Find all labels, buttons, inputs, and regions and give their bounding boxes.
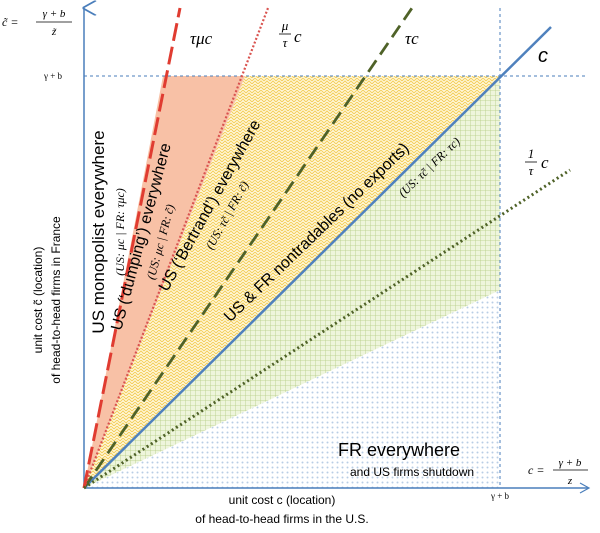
region-label-fr-everywhere: FR everywhere <box>338 440 460 460</box>
svg-text:of head-to-head firms in Franc: of head-to-head firms in France <box>49 216 63 384</box>
region-label-fr-everywhere-sub: and US firms shutdown <box>350 465 474 479</box>
x-limit-equation: c = γ + b z <box>528 457 588 487</box>
label-mu-over-tau-c: μ τ c <box>279 18 302 50</box>
svg-text:c: c <box>294 27 302 46</box>
line-tau-mu-c <box>82 7 182 489</box>
svg-text:c =: c = <box>528 463 544 477</box>
svg-text:c: c <box>541 153 549 172</box>
label-tau-c: τc <box>405 29 419 48</box>
region-us-dumping <box>84 76 245 488</box>
x-axis-label-line2: of head-to-head firms in the U.S. <box>195 512 368 526</box>
svg-text:γ + b: γ + b <box>43 8 66 20</box>
svg-text:γ + b: γ + b <box>559 457 582 469</box>
x-axis-arrowhead <box>579 482 591 494</box>
svg-text:τ: τ <box>283 35 289 50</box>
label-one-over-tau-c: 1 τ c <box>525 146 549 178</box>
line-one-over-tau-c <box>83 168 571 490</box>
x-tick-label: γ + b <box>490 491 510 501</box>
svg-text:μ: μ <box>281 18 289 33</box>
svg-text:1: 1 <box>528 146 535 161</box>
line-tau-c <box>82 7 414 489</box>
line-mu-over-tau-c <box>82 7 270 489</box>
svg-text:unit cost c̃ (location): unit cost c̃ (location) <box>31 247 45 354</box>
x-axis-label-line1: unit cost c (location) <box>229 493 336 507</box>
label-c: c <box>538 45 548 67</box>
svg-text:(US: μc | FR: τμc): (US: μc | FR: τμc) <box>113 188 127 276</box>
svg-text:z: z <box>567 475 573 487</box>
y-axis-label: unit cost c̃ (location) of head-to-head … <box>31 216 63 384</box>
svg-text:c̃ =: c̃ = <box>2 15 18 29</box>
line-c <box>83 26 552 489</box>
y-limit-equation: c̃ = γ + b z̃ <box>2 8 72 38</box>
svg-text:τ: τ <box>529 163 535 178</box>
label-tau-mu-c: τμc <box>190 29 213 48</box>
svg-text:US monopolist everywhere: US monopolist everywhere <box>89 130 108 333</box>
svg-text:z̃: z̃ <box>51 26 57 38</box>
region-label-us-monopolist: US monopolist everywhere (US: μc | FR: τ… <box>89 130 127 333</box>
y-tick-label: γ + b <box>43 71 63 81</box>
